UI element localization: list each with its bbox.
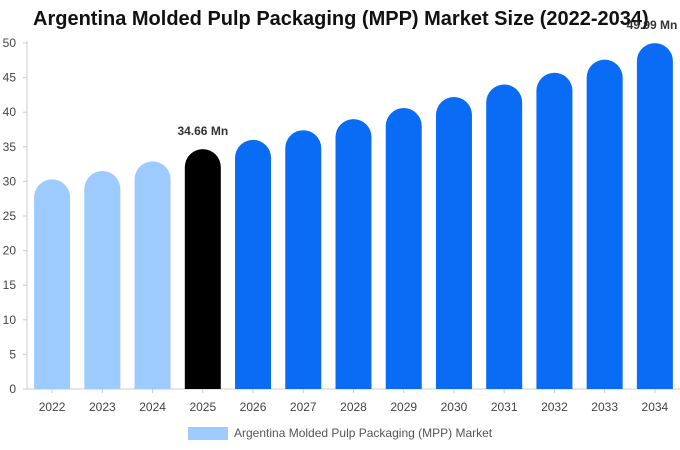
x-tick-label: 2030 bbox=[441, 400, 468, 414]
bar-2022 bbox=[34, 179, 71, 389]
bar-2027 bbox=[285, 130, 322, 389]
bar-2033 bbox=[586, 59, 623, 390]
x-tick-label: 2027 bbox=[290, 400, 317, 414]
x-tick-label: 2024 bbox=[139, 400, 166, 414]
y-tick-label: 25 bbox=[3, 209, 17, 223]
y-tick-label: 10 bbox=[3, 313, 17, 327]
bar-2025 bbox=[184, 149, 221, 389]
y-tick-label: 15 bbox=[3, 278, 17, 292]
y-tick-label: 20 bbox=[3, 244, 17, 258]
bar-2029 bbox=[385, 108, 422, 389]
x-tick-label: 2028 bbox=[340, 400, 367, 414]
bar-2030 bbox=[435, 96, 472, 389]
y-tick-label: 0 bbox=[9, 382, 16, 396]
x-tick-label: 2032 bbox=[541, 400, 568, 414]
bar-2023 bbox=[84, 171, 121, 389]
legend-label: Argentina Molded Pulp Packaging (MPP) Ma… bbox=[234, 426, 493, 440]
y-tick-label: 30 bbox=[3, 174, 17, 188]
x-tick-label: 2031 bbox=[491, 400, 518, 414]
y-tick-label: 45 bbox=[3, 71, 17, 85]
x-tick-label: 2026 bbox=[240, 400, 267, 414]
bars bbox=[34, 43, 673, 390]
chart-title: Argentina Molded Pulp Packaging (MPP) Ma… bbox=[33, 8, 649, 30]
bar-2028 bbox=[335, 119, 372, 389]
data-label: 49.99 Mn bbox=[627, 18, 678, 32]
bar-2026 bbox=[235, 139, 272, 389]
x-tick-label: 2034 bbox=[642, 400, 669, 414]
legend: Argentina Molded Pulp Packaging (MPP) Ma… bbox=[188, 426, 492, 440]
y-tick-label: 50 bbox=[3, 36, 17, 50]
x-tick-label: 2022 bbox=[39, 400, 66, 414]
bar-2034 bbox=[636, 43, 673, 389]
legend-swatch bbox=[188, 426, 228, 440]
y-tick-label: 40 bbox=[3, 105, 17, 119]
x-tick-label: 2033 bbox=[591, 400, 618, 414]
bar-2031 bbox=[486, 84, 523, 390]
y-tick-label: 35 bbox=[3, 140, 17, 154]
data-label: 34.66 Mn bbox=[177, 124, 228, 138]
x-tick-label: 2029 bbox=[390, 400, 417, 414]
bar-2032 bbox=[536, 72, 573, 390]
bar-2024 bbox=[134, 161, 171, 389]
x-tick-label: 2023 bbox=[89, 400, 116, 414]
x-tick-label: 2025 bbox=[189, 400, 216, 414]
y-tick-label: 5 bbox=[9, 347, 16, 361]
data-labels: 34.66 Mn 49.99 Mn bbox=[177, 18, 677, 138]
